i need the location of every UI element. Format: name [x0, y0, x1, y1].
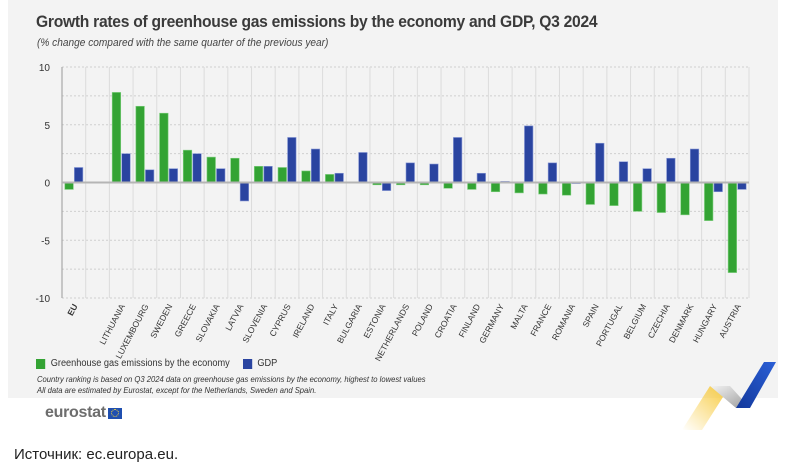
bar-gdp — [168, 168, 178, 183]
x-tick-label: AUSTRIA — [717, 302, 743, 340]
bar-emissions — [680, 182, 690, 216]
bar-gdp — [429, 163, 439, 183]
legend-label-emissions: Greenhouse gas emissions by the economy — [50, 358, 230, 369]
bar-emissions — [467, 182, 477, 190]
bar-emissions — [490, 182, 501, 193]
x-tick-label: BELGIUM — [621, 302, 648, 340]
y-tick-label: -5 — [41, 236, 50, 247]
bar-emissions — [135, 105, 145, 183]
y-tick-label: -10 — [36, 294, 51, 305]
bar-emissions — [538, 182, 548, 195]
bar-gdp — [334, 172, 344, 183]
x-tick-label: FRANCE — [528, 302, 553, 338]
bar-gdp — [358, 152, 368, 183]
bar-emissions — [277, 167, 287, 183]
source-caption: Источник: ec.europa.eu. — [14, 446, 179, 463]
legend-swatch-gdp — [242, 358, 252, 369]
legend: Greenhouse gas emissions by the economy … — [36, 358, 285, 369]
x-tick-label: POLAND — [410, 302, 435, 338]
legend-item-emissions: Greenhouse gas emissions by the economy — [36, 358, 230, 369]
bar-gdp — [666, 157, 676, 183]
bar-gdp — [689, 148, 700, 183]
chart-subtitle: (% change compared with the same quarter… — [37, 37, 329, 49]
bar-emissions — [230, 157, 240, 183]
bar-emissions — [585, 182, 595, 205]
bar-emissions — [704, 182, 714, 221]
legend-item-gdp: GDP — [242, 358, 278, 369]
bar-emissions — [656, 182, 666, 213]
bar-gdp — [216, 168, 226, 183]
bar-gdp — [382, 182, 392, 191]
bar-emissions — [206, 156, 216, 183]
bar-gdp — [713, 182, 723, 193]
bar-gdp — [145, 169, 155, 183]
bar-emissions — [514, 182, 524, 194]
footnote-ranking: Country ranking is based on Q3 2024 data… — [37, 374, 426, 384]
x-tick-label: ROMANIA — [550, 302, 578, 342]
bar-gdp — [547, 162, 557, 183]
bar-emissions — [182, 149, 193, 183]
x-tick-label: LATVIA — [223, 302, 245, 332]
x-tick-label: CROATIA — [432, 302, 458, 340]
bar-emissions — [633, 182, 643, 212]
bar-gdp — [476, 172, 486, 183]
legend-label-gdp: GDP — [257, 358, 278, 369]
bar-gdp — [74, 167, 84, 183]
bar-emissions — [64, 182, 74, 190]
x-tick-label: SPAIN — [580, 302, 601, 329]
bar-gdp — [287, 137, 297, 183]
bar-gdp — [737, 182, 747, 190]
bar-gdp — [310, 148, 321, 183]
bar-emissions — [609, 182, 619, 206]
eurostat-wordmark: eurostat — [45, 404, 106, 421]
x-tick-label: ITALY — [321, 302, 340, 327]
x-tick-label: SLOVAKIA — [193, 302, 221, 344]
bar-gdp — [405, 162, 415, 183]
chart-panel — [8, 0, 778, 398]
decorative-ribbon-icon — [682, 362, 776, 430]
bar-emissions — [159, 112, 169, 183]
x-tick-label: HUNGARY — [691, 302, 720, 344]
chart-title: Growth rates of greenhouse gas emissions… — [36, 12, 598, 31]
x-tick-label: CZECHIA — [646, 302, 672, 340]
x-tick-label: CYPRUS — [267, 302, 293, 338]
bar-gdp — [453, 137, 463, 183]
bar-gdp — [524, 125, 534, 183]
x-tick-label: EU — [65, 302, 79, 317]
x-tick-label: ESTONIA — [361, 302, 387, 340]
bar-gdp — [618, 161, 629, 183]
bar-gdp — [263, 166, 273, 183]
bar-emissions — [325, 174, 335, 183]
bar-gdp — [121, 153, 131, 183]
eu-flag-icon — [107, 407, 122, 419]
x-tick-label: MALTA — [508, 302, 530, 331]
bar-emissions — [254, 166, 264, 183]
y-tick-label: 0 — [44, 179, 50, 190]
bar-gdp — [239, 182, 250, 202]
footnote-estimates: All data are estimated by Eurostat, exce… — [37, 385, 317, 395]
eurostat-logo: eurostat — [45, 404, 122, 422]
bar-gdp — [642, 168, 652, 183]
x-tick-label: IRELAND — [290, 302, 316, 339]
bar-gdp — [192, 153, 202, 183]
y-tick-label: 10 — [39, 63, 51, 74]
bar-emissions — [727, 182, 737, 273]
y-tick-label: 5 — [44, 121, 50, 132]
legend-swatch-emissions — [36, 358, 46, 369]
bar-emissions — [301, 170, 311, 183]
bar-gdp — [595, 142, 605, 183]
x-tick-label: GREECE — [172, 302, 198, 339]
x-tick-label: SWEDEN — [148, 302, 174, 340]
x-tick-label: FINLAND — [456, 302, 482, 339]
bar-emissions — [111, 92, 122, 183]
bar-emissions — [561, 182, 572, 196]
